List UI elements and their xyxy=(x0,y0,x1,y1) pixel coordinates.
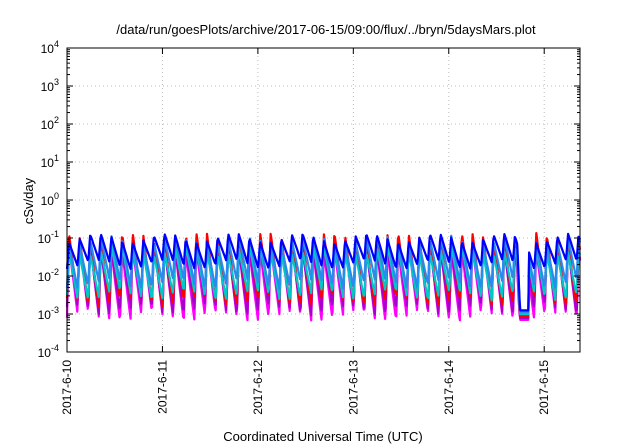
axis-ticks xyxy=(66,47,580,353)
x-tick-label: 2017-6-11 xyxy=(155,360,169,414)
y-axis-label: cSv/day xyxy=(21,177,36,224)
x-axis-label: Coordinated Universal Time (UTC) xyxy=(223,429,422,444)
y-tick-label: 101 xyxy=(41,153,59,170)
y-tick-label: 10-4 xyxy=(38,343,59,360)
series-line xyxy=(65,232,582,312)
y-tick-label: 103 xyxy=(41,77,59,94)
x-tick-label: 2017-6-10 xyxy=(60,360,74,415)
y-tick-label: 102 xyxy=(41,115,59,132)
y-tick-label: 10-3 xyxy=(38,305,59,322)
y-tick-labels: 10-4 10-3 10-2 10-1 100 101 102 103 104 xyxy=(38,39,59,360)
y-tick-label: 10-1 xyxy=(38,229,59,246)
x-tick-label: 2017-6-13 xyxy=(346,360,360,415)
y-tick-label: 100 xyxy=(41,191,59,208)
x-tick-labels: 2017-6-10 2017-6-11 2017-6-12 2017-6-13 2017… xyxy=(60,360,551,415)
y-tick-label: 104 xyxy=(41,39,59,56)
x-tick-label: 2017-6-15 xyxy=(537,360,551,415)
series-group xyxy=(65,232,582,322)
x-tick-label: 2017-6-14 xyxy=(442,360,456,415)
x-tick-label: 2017-6-12 xyxy=(251,360,265,415)
y-tick-label: 10-2 xyxy=(38,267,59,284)
chart-title: /data/run/goesPlots/archive/2017-06-15/0… xyxy=(116,22,536,37)
